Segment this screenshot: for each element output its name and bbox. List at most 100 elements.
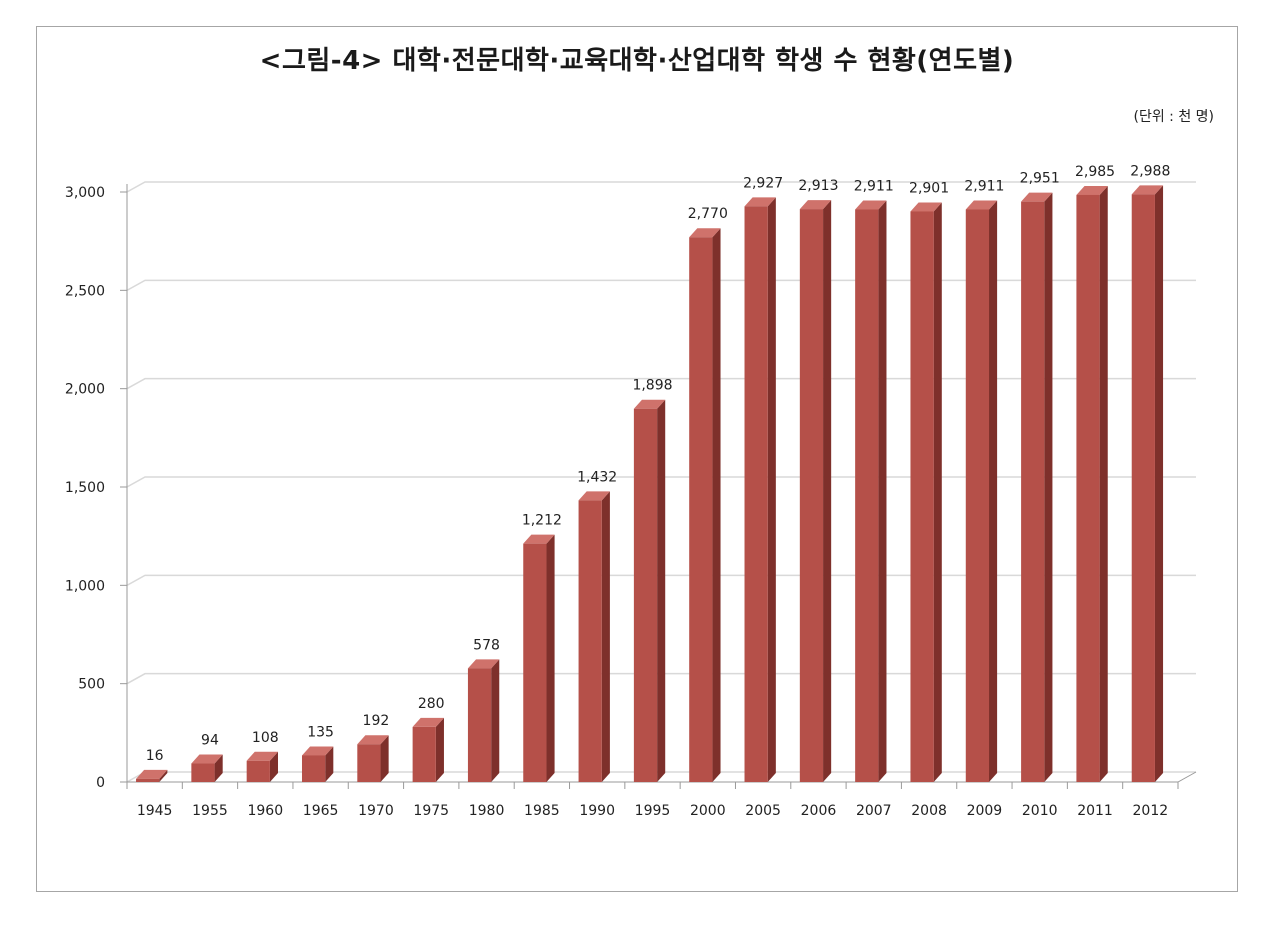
data-label: 2,927 bbox=[743, 175, 783, 191]
bar-side bbox=[214, 754, 223, 782]
bar-side bbox=[380, 735, 389, 782]
bar-side bbox=[767, 197, 776, 782]
y-tick-label: 1,500 bbox=[65, 480, 105, 496]
y-tick-label: 500 bbox=[78, 677, 105, 693]
bar-side bbox=[491, 659, 500, 782]
data-label: 16 bbox=[146, 748, 164, 764]
bar-top bbox=[357, 735, 389, 745]
bar bbox=[523, 534, 555, 782]
y-tick-label: 3,000 bbox=[65, 185, 105, 201]
grid-layer bbox=[126, 181, 1196, 783]
bar-top bbox=[1021, 192, 1053, 202]
data-label: 578 bbox=[473, 637, 500, 653]
bar bbox=[799, 200, 832, 783]
gridline bbox=[126, 377, 1196, 390]
bar bbox=[1131, 185, 1164, 783]
bar bbox=[136, 769, 168, 782]
x-tick-label: 2010 bbox=[1022, 803, 1058, 819]
bar-top bbox=[744, 197, 776, 207]
bar-side bbox=[546, 534, 555, 782]
bar-top bbox=[1076, 185, 1108, 195]
unit-note: (단위 : 천 명) bbox=[1133, 109, 1214, 125]
bar-top bbox=[412, 717, 444, 727]
bar-top bbox=[689, 228, 721, 238]
bar-side bbox=[657, 399, 666, 782]
bar-top bbox=[467, 659, 500, 669]
bar bbox=[633, 399, 666, 782]
bar-front bbox=[910, 211, 934, 783]
axis-layer: 0 500 1,000 1,500 2,000 2,500 3,000 1945 1955 196… bbox=[65, 184, 1197, 819]
data-label: 2,951 bbox=[1020, 171, 1060, 187]
bar-front bbox=[301, 755, 326, 782]
gridline bbox=[126, 672, 1196, 685]
bar-front bbox=[1076, 194, 1100, 782]
x-tick-label: 1980 bbox=[469, 803, 505, 819]
bar-side bbox=[823, 200, 832, 783]
y-tick-label: 2,000 bbox=[65, 382, 105, 398]
bar-top bbox=[910, 202, 942, 212]
bar bbox=[1021, 192, 1053, 783]
data-label: 94 bbox=[201, 733, 219, 749]
x-tick-label: 1960 bbox=[247, 803, 283, 819]
bar-front bbox=[578, 500, 602, 782]
bar-top bbox=[855, 200, 887, 210]
bar-side bbox=[1044, 192, 1053, 783]
bar-layer bbox=[136, 185, 1164, 783]
bar-side bbox=[159, 769, 168, 782]
data-label: 2,770 bbox=[688, 206, 728, 222]
bar-front bbox=[246, 760, 270, 782]
x-tick-label: 1970 bbox=[358, 803, 394, 819]
data-label: 108 bbox=[252, 730, 279, 746]
bar-front bbox=[191, 763, 215, 782]
chart-title: <그림-4> 대학·전문대학·교육대학·산업대학 학생 수 현황(연도별) bbox=[259, 46, 1015, 76]
bar-side bbox=[269, 751, 279, 782]
bar bbox=[191, 754, 223, 782]
bar-front bbox=[689, 237, 713, 782]
data-label: 2,985 bbox=[1075, 164, 1115, 180]
x-tick-label: 1945 bbox=[137, 803, 173, 819]
x-tick-label: 1995 bbox=[635, 803, 671, 819]
gridline bbox=[126, 279, 1196, 291]
bar-front bbox=[1131, 194, 1155, 783]
bar bbox=[855, 200, 887, 783]
data-label: 280 bbox=[418, 696, 445, 712]
x-tick-label: 1965 bbox=[303, 803, 339, 819]
bar bbox=[412, 717, 444, 782]
bar-top bbox=[1131, 185, 1164, 195]
bar-side bbox=[933, 202, 942, 783]
bar-top bbox=[301, 746, 334, 756]
bar-front bbox=[523, 543, 547, 782]
bar-front bbox=[412, 726, 436, 782]
bar-side bbox=[989, 200, 998, 783]
y-tick-label: 1,000 bbox=[65, 578, 105, 594]
bar-front bbox=[357, 744, 381, 782]
bar bbox=[744, 197, 776, 782]
bar-top bbox=[965, 200, 998, 210]
y-tick-label: 2,500 bbox=[65, 283, 105, 299]
data-label: 2,911 bbox=[854, 179, 894, 195]
bar-side bbox=[325, 746, 334, 782]
data-label: 2,913 bbox=[798, 178, 838, 194]
bar bbox=[301, 746, 334, 782]
x-tick-label: 2008 bbox=[911, 803, 947, 819]
bar-top bbox=[136, 769, 168, 779]
bar bbox=[246, 751, 279, 782]
data-label: 1,898 bbox=[632, 378, 672, 394]
bar-side bbox=[1154, 185, 1164, 783]
bar-front bbox=[633, 408, 658, 782]
data-label: 2,988 bbox=[1130, 163, 1170, 179]
bar bbox=[965, 200, 998, 783]
x-tick-label: 1990 bbox=[579, 803, 615, 819]
bar-front bbox=[855, 209, 879, 783]
bar-top bbox=[191, 754, 223, 764]
x-tick-label: 1985 bbox=[524, 803, 560, 819]
data-label: 2,911 bbox=[964, 179, 1004, 195]
bar-side bbox=[878, 200, 887, 783]
bar-front bbox=[799, 209, 824, 783]
bar-top bbox=[246, 751, 279, 761]
bar-top bbox=[633, 399, 666, 409]
x-tick-label: 1975 bbox=[413, 803, 449, 819]
bar-front bbox=[744, 206, 768, 782]
gridline bbox=[126, 476, 1196, 488]
